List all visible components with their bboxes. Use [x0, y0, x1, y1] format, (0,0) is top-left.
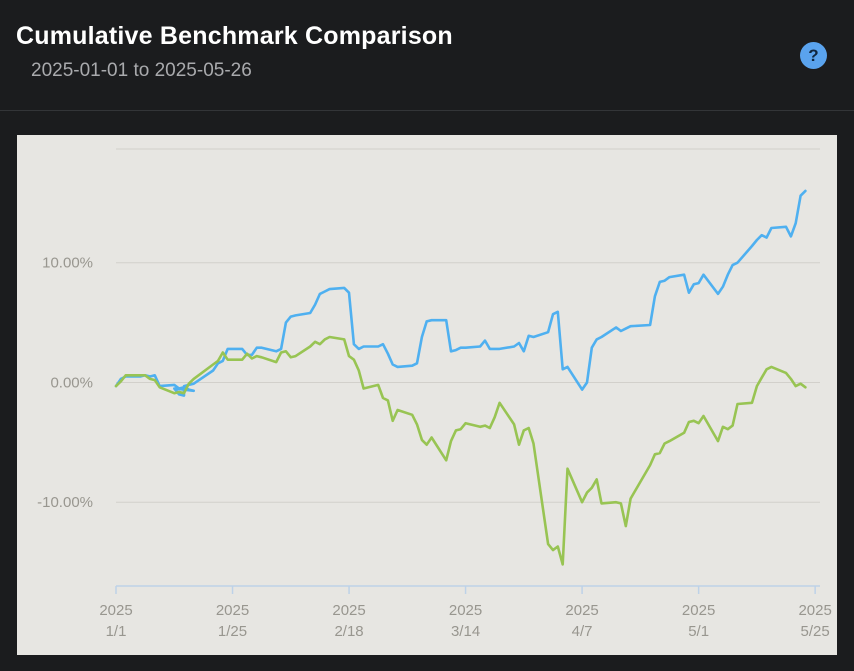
header: Cumulative Benchmark Comparison 2025-01-… — [0, 0, 854, 111]
line-chart: 10.00% 0.00% -10.00% 2025 1/1 2025 1/25 2025 2/1… — [37, 148, 832, 640]
page-title: Cumulative Benchmark Comparison — [16, 22, 453, 50]
x-tick-year: 2025 — [449, 602, 482, 619]
x-tick-label: 2/18 — [334, 623, 363, 640]
x-tick-label: 4/7 — [572, 623, 593, 640]
x-tick-label: 5/25 — [801, 623, 830, 640]
x-tick-label: 1/1 — [106, 623, 127, 640]
x-tick-year: 2025 — [682, 602, 715, 619]
x-tick-label: 5/1 — [688, 623, 709, 640]
chart-panel: 10.00% 0.00% -10.00% 2025 1/1 2025 1/25 2025 2/1… — [17, 135, 837, 655]
help-button[interactable]: ? — [800, 42, 827, 69]
x-tick-year: 2025 — [216, 602, 249, 619]
y-tick-label: 0.00% — [50, 374, 93, 391]
x-tick-label: 3/14 — [451, 623, 480, 640]
series-line-blue[interactable] — [114, 189, 807, 397]
x-tick-year: 2025 — [99, 602, 132, 619]
x-tick-year: 2025 — [798, 602, 831, 619]
x-tick-label: 1/25 — [218, 623, 247, 640]
y-tick-label: 10.00% — [42, 255, 93, 272]
question-mark-icon: ? — [808, 45, 819, 65]
x-tick-year: 2025 — [332, 602, 365, 619]
y-tick-label: -10.00% — [37, 494, 93, 511]
date-range: 2025-01-01 to 2025-05-26 — [31, 60, 252, 81]
x-tick-year: 2025 — [565, 602, 598, 619]
series-line-green[interactable] — [114, 335, 807, 566]
